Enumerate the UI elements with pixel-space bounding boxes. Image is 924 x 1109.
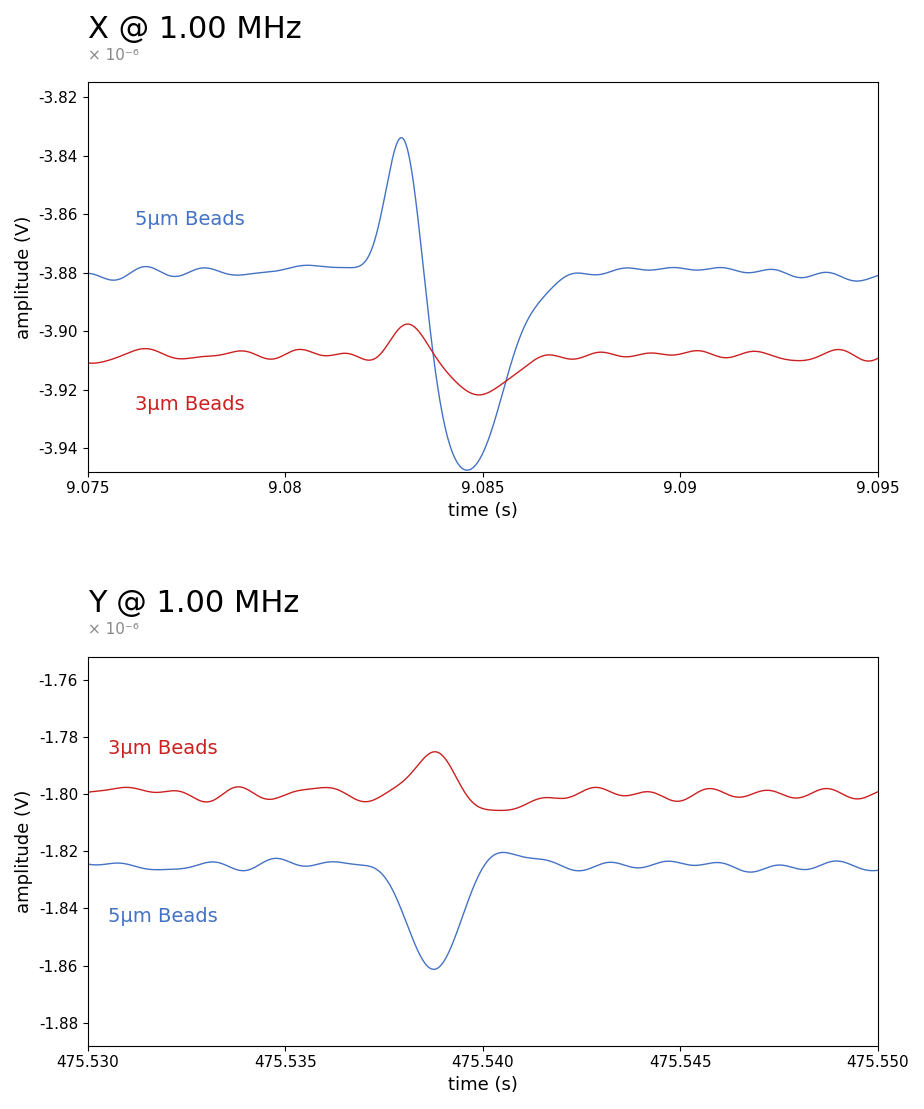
Text: X @ 1.00 MHz: X @ 1.00 MHz <box>88 16 301 44</box>
Text: Y @ 1.00 MHz: Y @ 1.00 MHz <box>88 589 299 618</box>
Text: 5μm Beads: 5μm Beads <box>135 211 245 230</box>
Y-axis label: amplitude (V): amplitude (V) <box>15 215 33 338</box>
X-axis label: time (s): time (s) <box>448 501 517 520</box>
Text: 3μm Beads: 3μm Beads <box>135 395 245 414</box>
Text: × 10⁻⁶: × 10⁻⁶ <box>88 48 139 63</box>
Text: 5μm Beads: 5μm Beads <box>107 907 217 926</box>
Y-axis label: amplitude (V): amplitude (V) <box>15 790 33 913</box>
Text: × 10⁻⁶: × 10⁻⁶ <box>88 622 139 638</box>
X-axis label: time (s): time (s) <box>448 1076 517 1093</box>
Text: 3μm Beads: 3μm Beads <box>107 739 217 757</box>
